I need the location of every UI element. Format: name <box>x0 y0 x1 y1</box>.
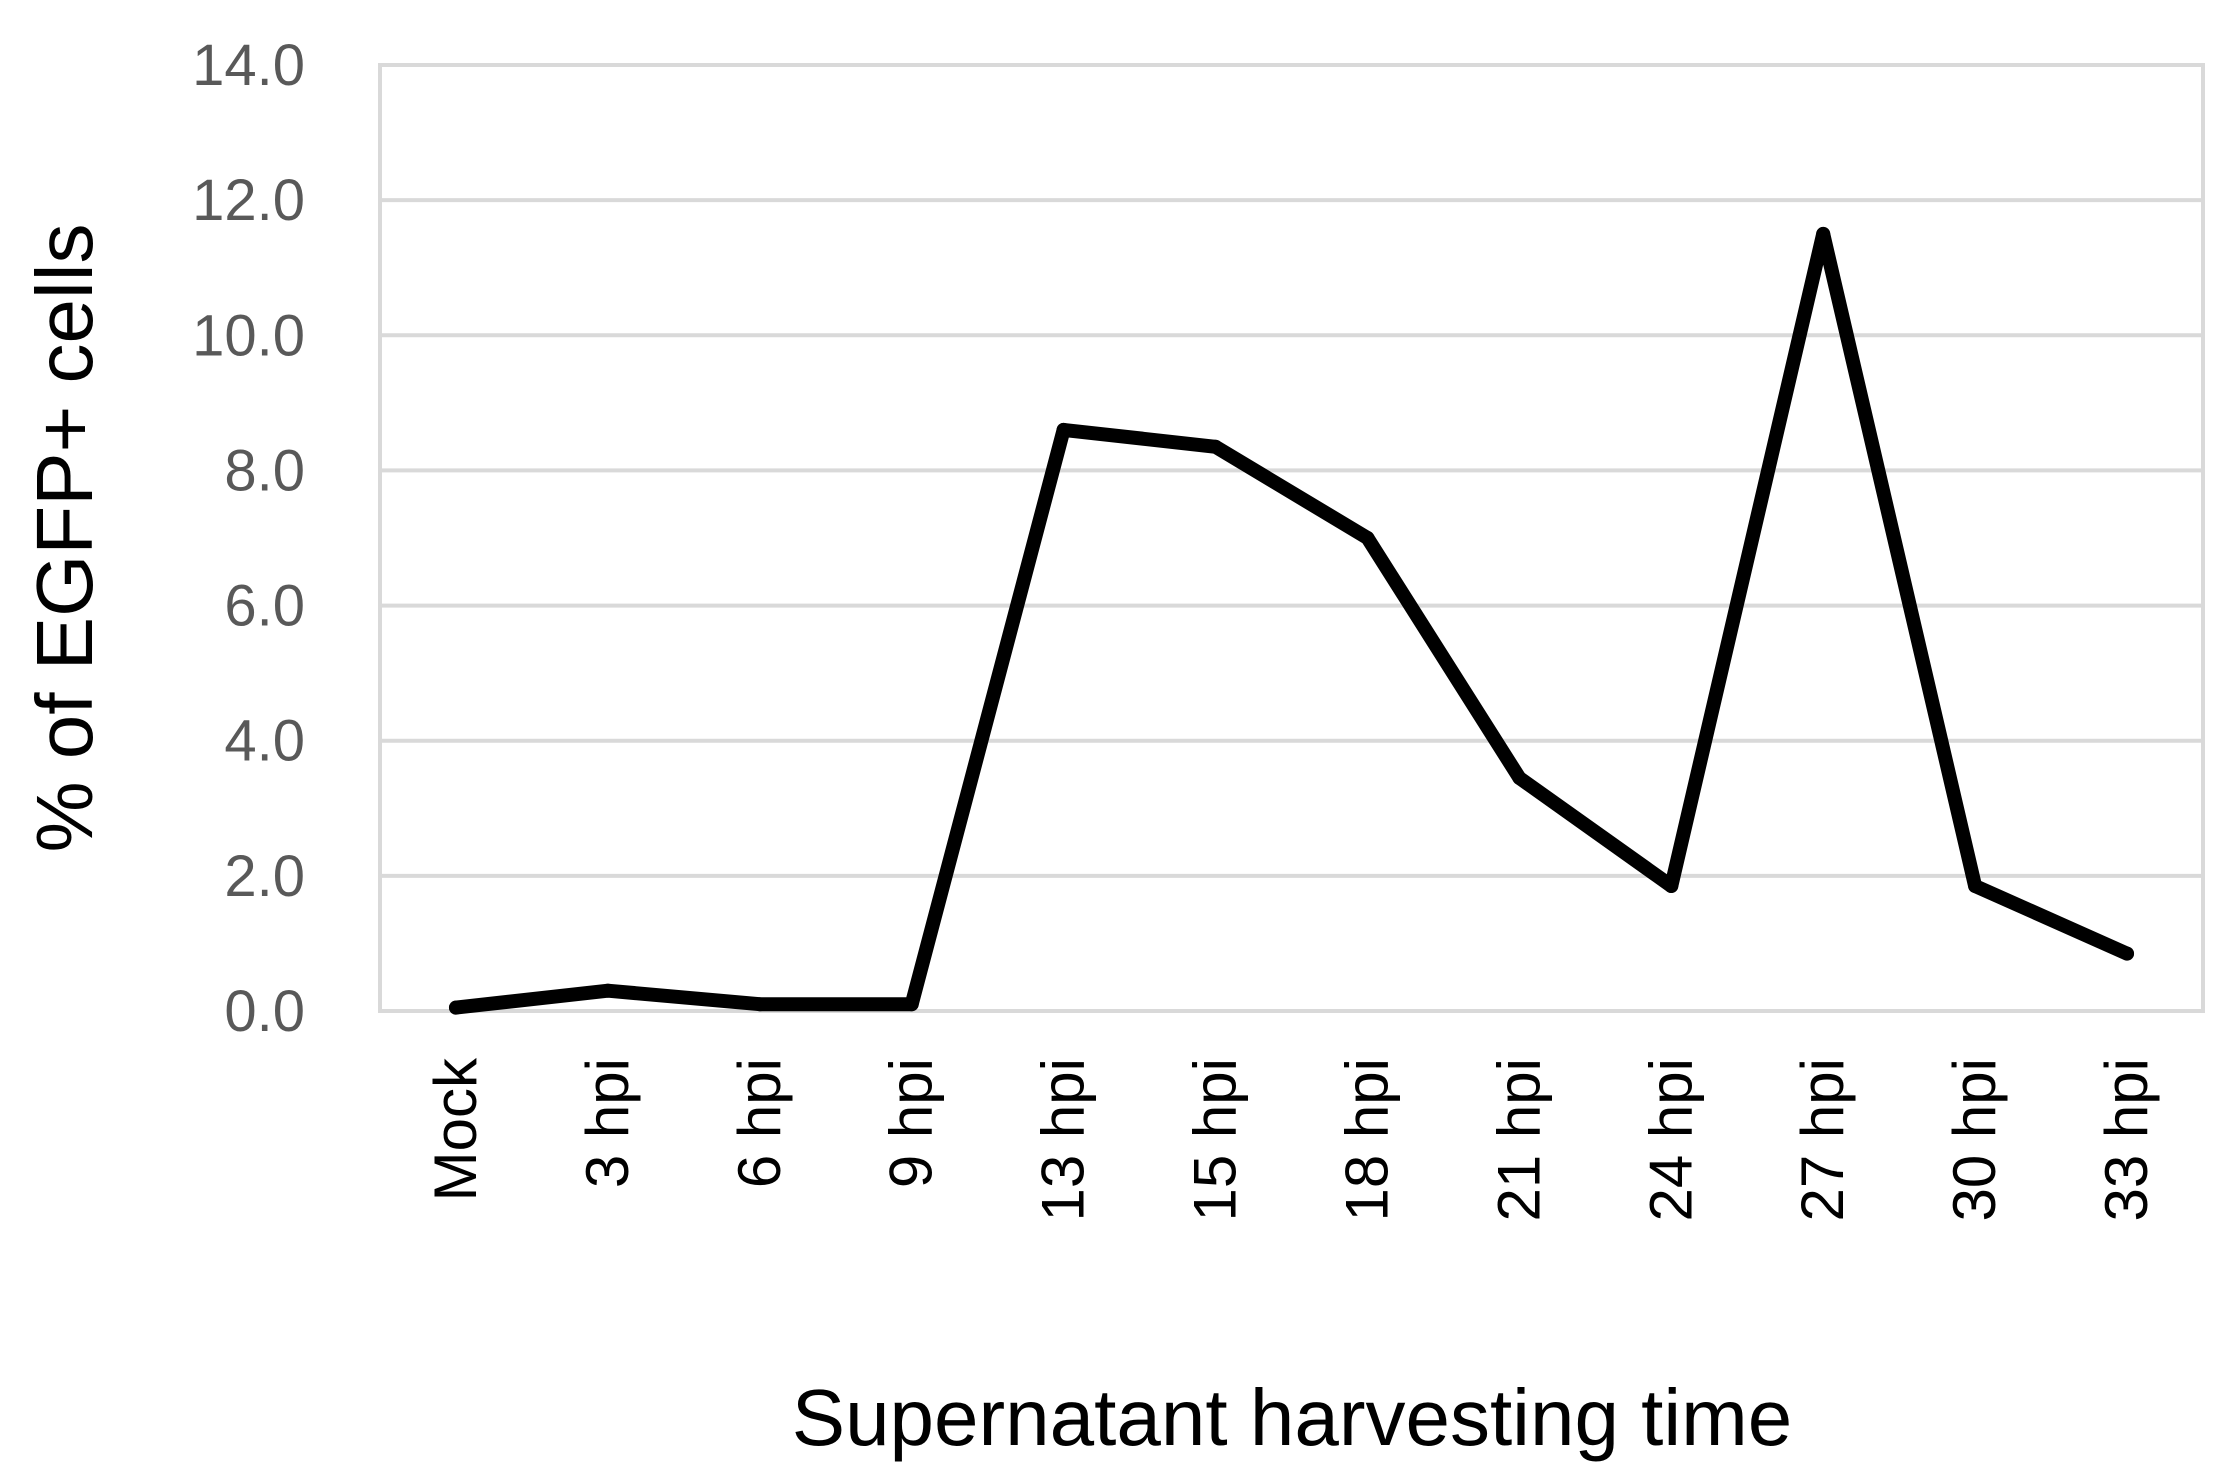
x-axis-tick-labels: Mock 3 hpi 6 hpi 9 hpi 13 hpi 15 hpi 18 hpi 21 … <box>422 1057 2160 1221</box>
x-tick-label: 27 hpi <box>1789 1058 1856 1221</box>
y-tick-label: 6.0 <box>224 574 305 639</box>
data-point <box>1360 531 1375 545</box>
data-point <box>752 997 767 1012</box>
series-layer <box>448 226 2135 1015</box>
y-tick-label: 2.0 <box>224 844 305 909</box>
data-point <box>1056 422 1071 437</box>
y-tick-label: 4.0 <box>224 709 305 774</box>
x-tick-label: 6 hpi <box>726 1058 793 1188</box>
x-tick-label: 24 hpi <box>1637 1058 1704 1221</box>
series-line <box>449 226 2134 1015</box>
data-point <box>448 1000 463 1015</box>
data-point <box>1664 878 1679 893</box>
data-point <box>904 997 919 1012</box>
y-tick-label: 0.0 <box>224 979 305 1044</box>
x-tick-label: 30 hpi <box>1941 1058 2008 1221</box>
data-point <box>1208 439 1223 454</box>
x-tick-label: 21 hpi <box>1485 1058 1552 1221</box>
y-axis-tick-labels: 0.0 2.0 4.0 6.0 8.0 10.0 12.0 14.0 <box>192 33 305 1044</box>
y-tick-label: 8.0 <box>224 438 305 503</box>
x-tick-label: 13 hpi <box>1030 1058 1097 1221</box>
data-point <box>1816 226 1831 241</box>
data-point <box>1512 770 1527 785</box>
data-point <box>1968 878 1983 893</box>
x-tick-label: 33 hpi <box>2093 1058 2160 1221</box>
plot-area-frame <box>378 63 2205 1013</box>
x-axis-title: Supernatant harvesting time <box>792 1373 1793 1462</box>
data-point <box>2120 946 2135 961</box>
data-point <box>600 983 615 998</box>
y-axis-title: % of EGFP+ cells <box>20 223 109 852</box>
x-tick-label: 18 hpi <box>1333 1058 1400 1221</box>
x-tick-label: 3 hpi <box>574 1058 641 1188</box>
x-tick-label: 9 hpi <box>878 1058 945 1188</box>
y-tick-label: 14.0 <box>192 33 305 98</box>
y-tick-label: 10.0 <box>192 303 305 368</box>
x-tick-label: Mock <box>422 1057 489 1201</box>
gridlines <box>380 198 2203 878</box>
x-tick-label: 15 hpi <box>1182 1058 1249 1221</box>
y-tick-label: 12.0 <box>192 168 305 233</box>
